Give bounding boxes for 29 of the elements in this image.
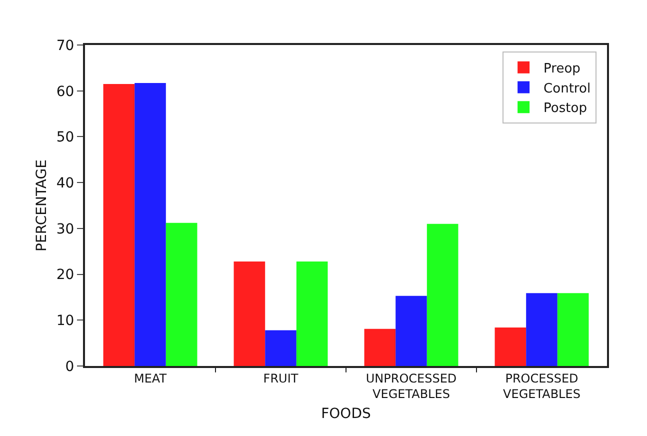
y-tick-label: 20 [56, 267, 74, 284]
y-axis-title: PERCENTAGE [34, 160, 50, 252]
bar [557, 293, 589, 366]
legend-label: Control [544, 81, 591, 96]
bar [526, 293, 558, 366]
bar [494, 327, 526, 366]
bar [234, 261, 266, 366]
bar [426, 224, 458, 366]
bar [296, 261, 328, 366]
x-tick-label: PROCESSED VEGETABLES [503, 371, 580, 401]
x-tick-label: MEAT [134, 371, 168, 386]
bar [134, 83, 166, 366]
y-tick-label: 10 [56, 313, 74, 330]
y-tick-label: 0 [65, 358, 74, 375]
bar [103, 84, 135, 366]
legend-label: Preop [544, 61, 580, 76]
x-tick-label: UNPROCESSED VEGETABLES [366, 371, 457, 401]
x-axis-title: FOODS [321, 406, 371, 422]
y-tick-label: 30 [56, 221, 74, 238]
legend-label: Postop [544, 101, 587, 116]
bar [265, 330, 296, 366]
y-tick-label: 40 [56, 175, 74, 192]
x-tick-label: FRUIT [263, 371, 299, 386]
y-tick-label: 50 [56, 130, 74, 146]
bar [166, 222, 198, 366]
y-tick-label: 60 [56, 84, 74, 100]
y-tick-label: 70 [56, 38, 74, 54]
bar [396, 296, 427, 366]
bar [364, 328, 396, 366]
